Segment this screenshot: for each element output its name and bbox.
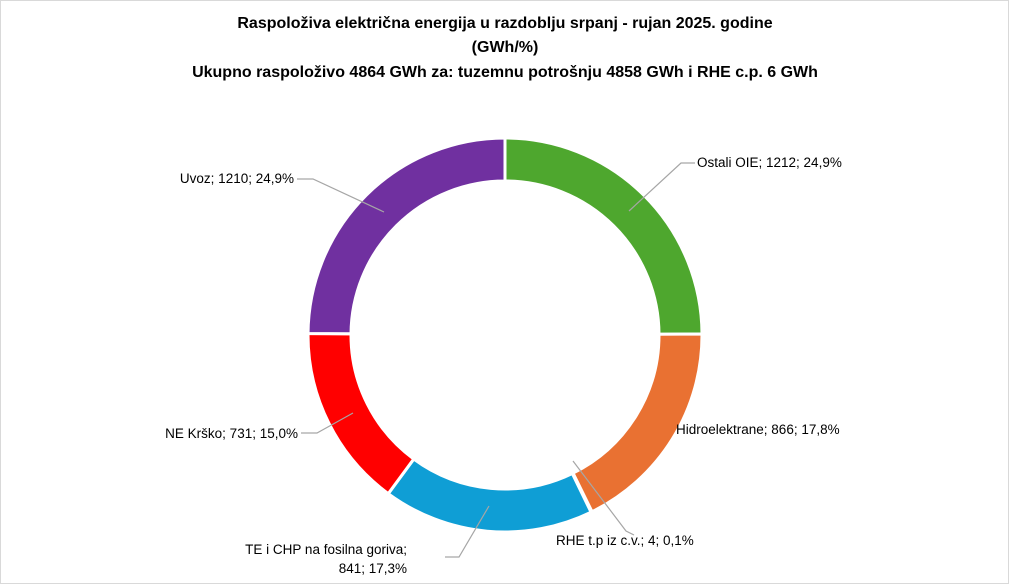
leader-line-6 [297, 178, 385, 213]
chart-title: Raspoloživa električna energija u razdob… [192, 15, 818, 81]
doughnut-slices [306, 136, 704, 534]
data-label-ne-kr-ko: NE Krško; 731; 15,0% [165, 426, 298, 441]
data-label-te-i-chp-na-fosilna-goriva-line-2: 841; 17,3% [339, 561, 407, 576]
chart-title-line-3: Ukupno raspoloživo 4864 GWh za: tuzemnu … [192, 64, 818, 81]
chart-title-line-2: (GWh/%) [472, 39, 539, 56]
slice-ne-kr-ko [306, 331, 416, 496]
leader-line-4 [445, 505, 490, 558]
slice-ostali-oie [503, 136, 704, 336]
chart-title-line-1: Raspoloživa električna energija u razdob… [237, 15, 772, 32]
slice-uvoz [306, 136, 507, 336]
slice-te-i-chp-na-fosilna-goriva [386, 456, 594, 534]
data-label-hidroelektrane: Hidroelektrane; 866; 17,8% [676, 422, 840, 437]
data-label-ostali-oie: Ostali OIE; 1212; 24,9% [697, 155, 842, 170]
leader-line-3 [572, 460, 635, 536]
leader-line-5 [301, 412, 354, 434]
leader-line-1 [628, 162, 695, 212]
data-labels: Ostali OIE; 1212; 24,9% Hidroelektrane; 8… [165, 155, 842, 576]
data-label-uvoz: Uvoz; 1210; 24,9% [180, 171, 294, 186]
data-label-te-i-chp-na-fosilna-goriva-line-1: TE i CHP na fosilna goriva; [245, 542, 407, 557]
data-label-rhe-t-p-iz-c-v: RHE t.p iz c.v.; 4; 0,1% [556, 533, 694, 548]
label-leader-lines [297, 162, 695, 558]
